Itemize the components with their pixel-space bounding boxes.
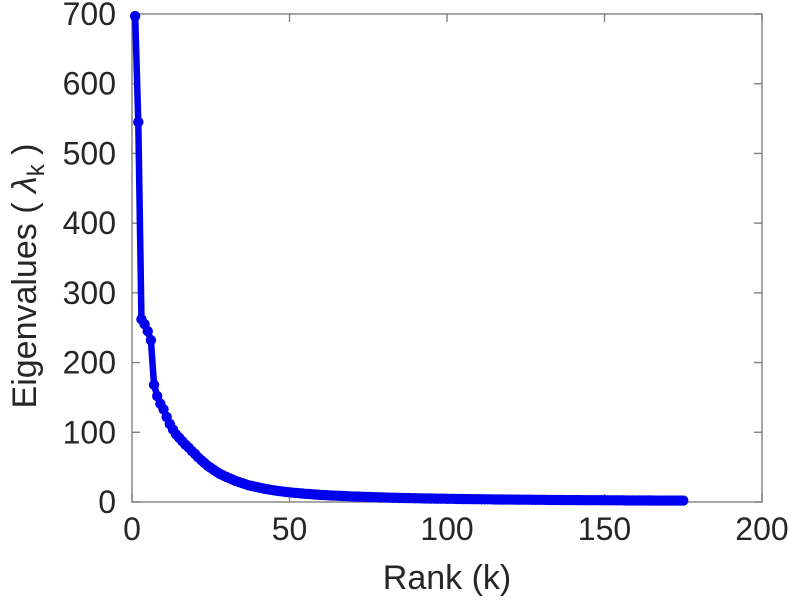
y-tick-label: 600 — [63, 66, 116, 102]
data-point-marker — [145, 335, 157, 346]
y-tick-label: 0 — [98, 484, 116, 520]
series-line — [131, 12, 687, 504]
x-tick-label: 0 — [123, 511, 141, 547]
tick-labels: 0 50 100 150 200 0 100 200 300 400 500 600 700 — [63, 0, 789, 547]
data-point-marker — [133, 116, 144, 128]
data-point-marker — [142, 326, 153, 337]
y-axis-label: Eigenvalues ( λk ) — [6, 144, 50, 409]
y-tick-label: 400 — [63, 205, 116, 241]
plot-box — [131, 13, 763, 503]
axis-ticks — [131, 13, 763, 503]
x-tick-label: 200 — [735, 511, 788, 547]
y-tick-label: 300 — [63, 275, 116, 311]
y-tick-label: 500 — [63, 135, 116, 171]
axes-frame — [131, 13, 763, 503]
eigenvalue-curve — [129, 10, 689, 506]
x-tick-label: 50 — [272, 511, 308, 547]
y-tick-label: 100 — [63, 414, 116, 450]
x-axis-label: Rank (k) — [383, 559, 511, 597]
data-point-marker — [148, 379, 160, 391]
data-point-marker — [129, 10, 141, 22]
x-tick-label: 100 — [420, 511, 473, 547]
y-tick-label: 700 — [63, 0, 116, 32]
x-tick-label: 150 — [578, 511, 631, 547]
y-tick-label: 200 — [63, 345, 116, 381]
data-point-marker — [678, 495, 689, 506]
